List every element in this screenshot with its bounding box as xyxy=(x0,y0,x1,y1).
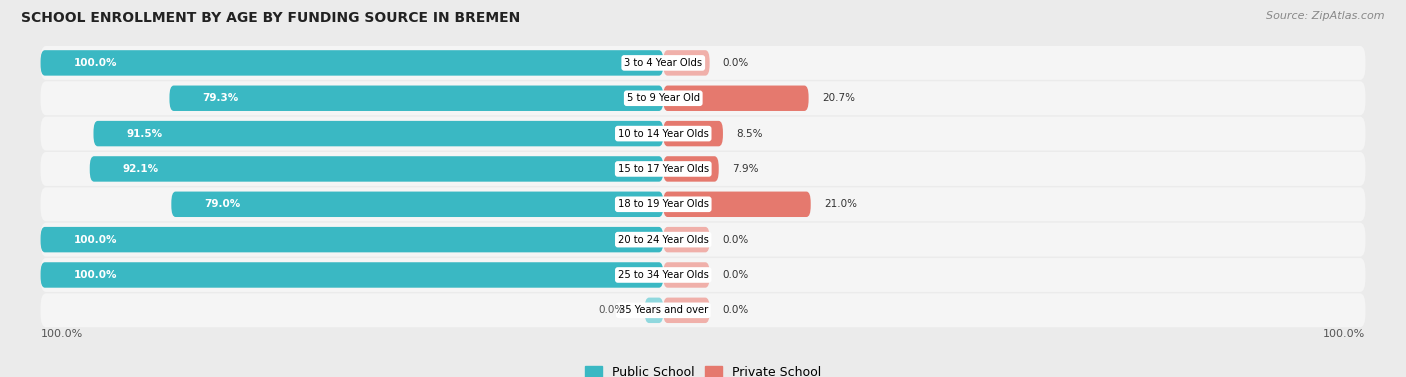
Text: 79.0%: 79.0% xyxy=(204,199,240,209)
Text: 20 to 24 Year Olds: 20 to 24 Year Olds xyxy=(617,234,709,245)
Text: 0.0%: 0.0% xyxy=(723,234,749,245)
Text: 25 to 34 Year Olds: 25 to 34 Year Olds xyxy=(617,270,709,280)
FancyBboxPatch shape xyxy=(664,192,811,217)
Text: 92.1%: 92.1% xyxy=(122,164,159,174)
FancyBboxPatch shape xyxy=(93,121,664,146)
Text: Source: ZipAtlas.com: Source: ZipAtlas.com xyxy=(1267,11,1385,21)
FancyBboxPatch shape xyxy=(664,50,710,76)
FancyBboxPatch shape xyxy=(41,227,664,252)
FancyBboxPatch shape xyxy=(664,121,723,146)
Text: 20.7%: 20.7% xyxy=(823,93,855,103)
FancyBboxPatch shape xyxy=(90,156,664,182)
FancyBboxPatch shape xyxy=(41,293,1365,327)
Text: 18 to 19 Year Olds: 18 to 19 Year Olds xyxy=(617,199,709,209)
FancyBboxPatch shape xyxy=(664,156,718,182)
FancyBboxPatch shape xyxy=(664,297,710,323)
Text: 100.0%: 100.0% xyxy=(73,58,117,68)
Text: 35 Years and over: 35 Years and over xyxy=(619,305,707,315)
FancyBboxPatch shape xyxy=(664,86,808,111)
FancyBboxPatch shape xyxy=(41,46,1365,80)
Text: 5 to 9 Year Old: 5 to 9 Year Old xyxy=(627,93,700,103)
FancyBboxPatch shape xyxy=(172,192,664,217)
Text: 0.0%: 0.0% xyxy=(599,305,624,315)
Text: 7.9%: 7.9% xyxy=(733,164,758,174)
FancyBboxPatch shape xyxy=(41,223,1365,257)
FancyBboxPatch shape xyxy=(664,227,710,252)
Text: 100.0%: 100.0% xyxy=(73,234,117,245)
Text: 15 to 17 Year Olds: 15 to 17 Year Olds xyxy=(617,164,709,174)
FancyBboxPatch shape xyxy=(664,262,710,288)
Text: 8.5%: 8.5% xyxy=(737,129,762,139)
FancyBboxPatch shape xyxy=(41,116,1365,150)
Text: 100.0%: 100.0% xyxy=(1323,329,1365,339)
FancyBboxPatch shape xyxy=(41,258,1365,292)
Legend: Public School, Private School: Public School, Private School xyxy=(579,361,827,377)
Text: 10 to 14 Year Olds: 10 to 14 Year Olds xyxy=(617,129,709,139)
Text: 100.0%: 100.0% xyxy=(73,270,117,280)
Text: 21.0%: 21.0% xyxy=(824,199,858,209)
FancyBboxPatch shape xyxy=(645,297,664,323)
Text: 100.0%: 100.0% xyxy=(41,329,83,339)
Text: 91.5%: 91.5% xyxy=(127,129,163,139)
FancyBboxPatch shape xyxy=(170,86,664,111)
FancyBboxPatch shape xyxy=(41,262,664,288)
FancyBboxPatch shape xyxy=(41,152,1365,186)
FancyBboxPatch shape xyxy=(41,81,1365,115)
Text: 0.0%: 0.0% xyxy=(723,58,749,68)
FancyBboxPatch shape xyxy=(41,50,664,76)
Text: 3 to 4 Year Olds: 3 to 4 Year Olds xyxy=(624,58,703,68)
Text: SCHOOL ENROLLMENT BY AGE BY FUNDING SOURCE IN BREMEN: SCHOOL ENROLLMENT BY AGE BY FUNDING SOUR… xyxy=(21,11,520,25)
Text: 0.0%: 0.0% xyxy=(723,270,749,280)
Text: 0.0%: 0.0% xyxy=(723,305,749,315)
FancyBboxPatch shape xyxy=(41,187,1365,221)
Text: 79.3%: 79.3% xyxy=(202,93,239,103)
